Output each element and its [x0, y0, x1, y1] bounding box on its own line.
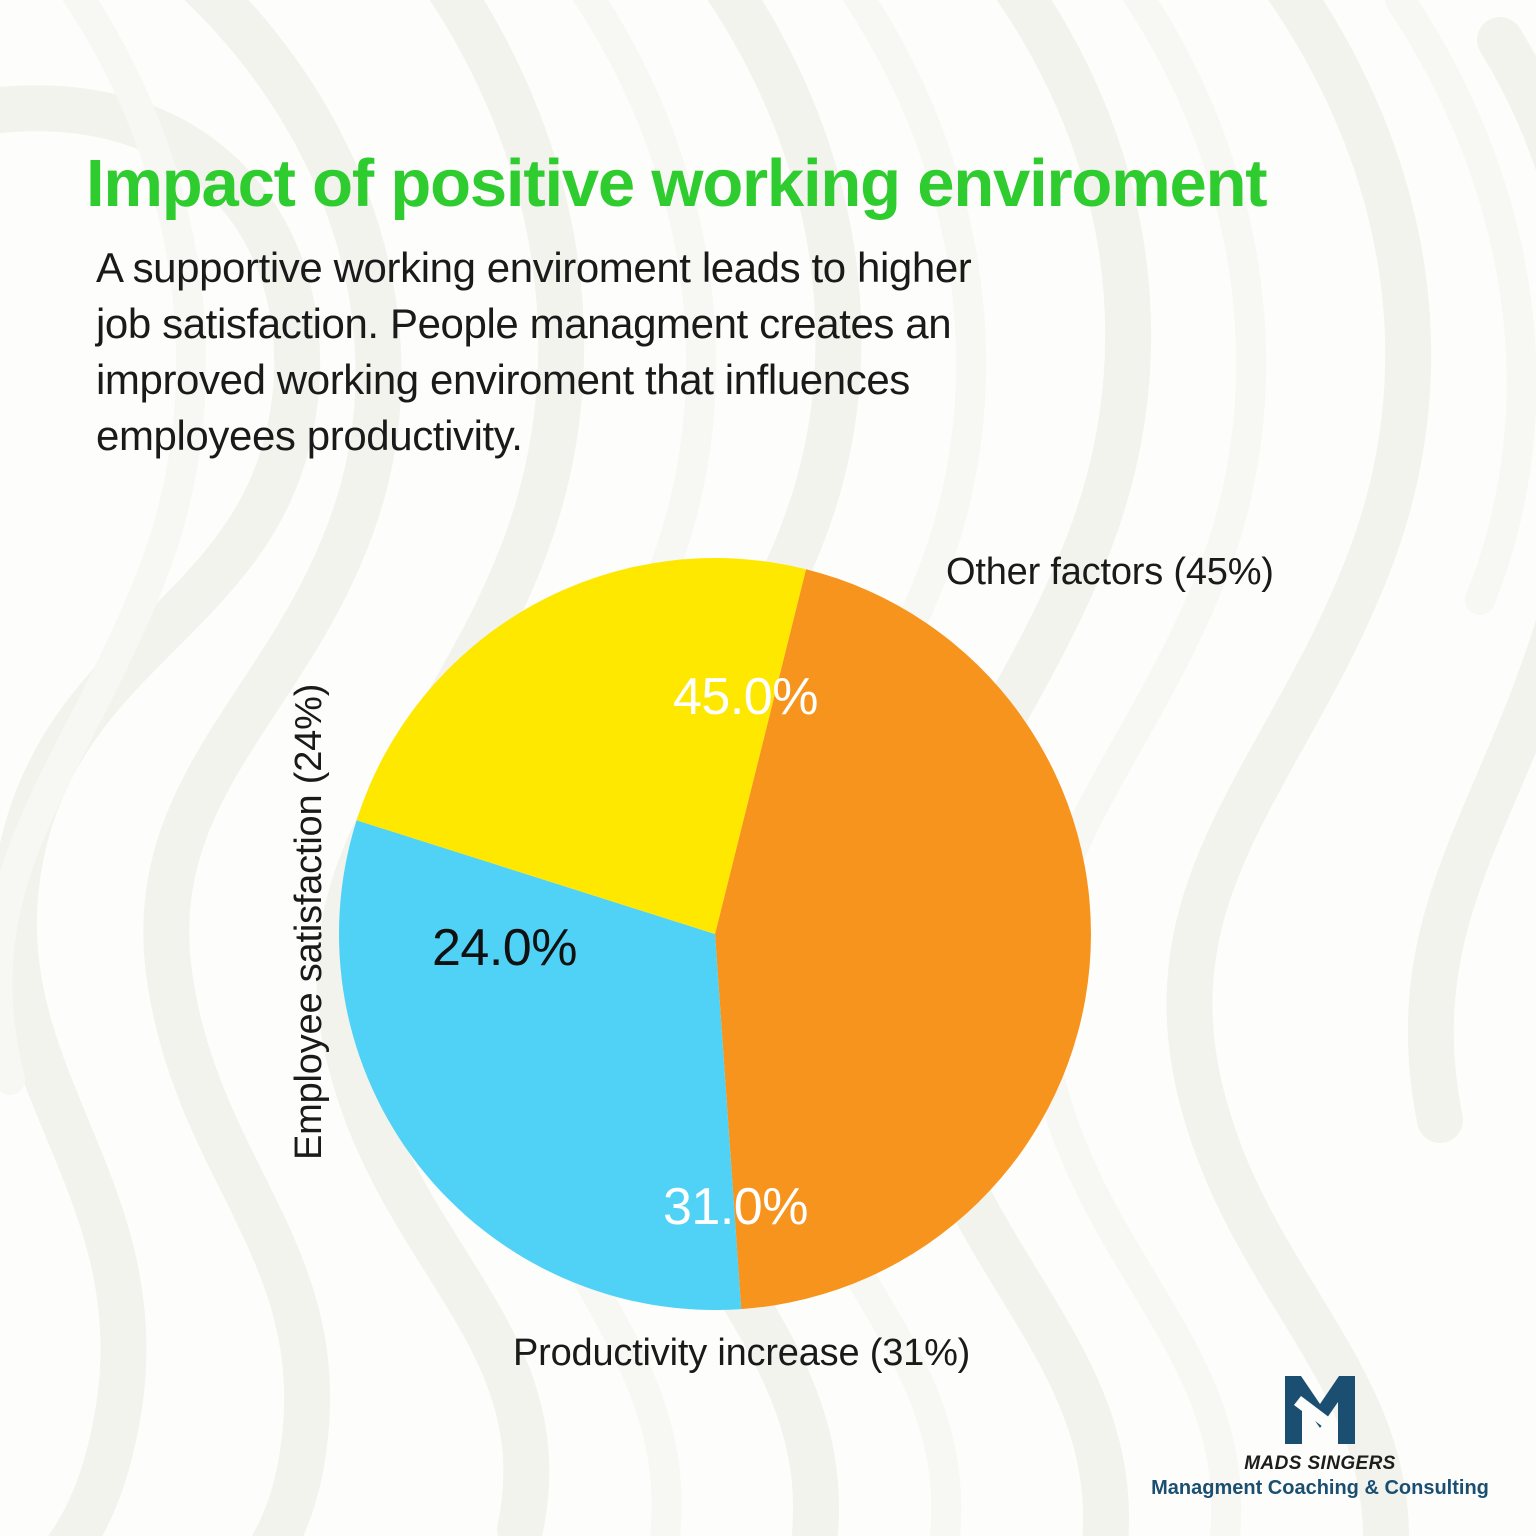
page-subtitle: A supportive working enviroment leads to… — [96, 244, 972, 459]
logo-company-name: MADS SINGERS — [1244, 1453, 1396, 1474]
pie-category-label-employee-satisfaction: Employee satisfaction (24%) — [288, 683, 330, 1160]
m-logo-icon — [1285, 1376, 1355, 1444]
pie-value-label-productivity-increase: 31.0% — [663, 1178, 808, 1236]
page-title: Impact of positive working enviroment — [86, 146, 1268, 221]
pie-category-label-other-factors: Other factors (45%) — [946, 551, 1274, 593]
logo-tagline: Managment Coaching & Consulting — [1151, 1477, 1489, 1499]
brand-logo: MADS SINGERS Managment Coaching & Consul… — [1130, 1372, 1510, 1500]
pie-category-label-productivity-increase: Productivity increase (31%) — [513, 1332, 971, 1374]
pie-value-label-employee-satisfaction: 24.0% — [432, 919, 577, 977]
pie-value-label-other-factors: 45.0% — [673, 668, 818, 726]
